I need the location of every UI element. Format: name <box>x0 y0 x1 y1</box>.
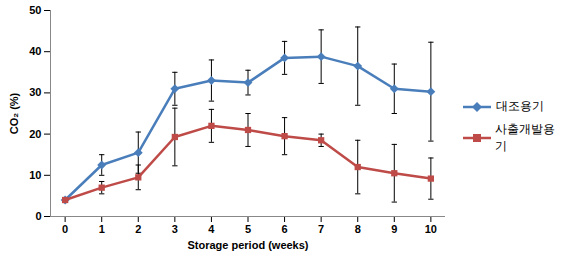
svg-text:1: 1 <box>99 223 105 235</box>
svg-text:50: 50 <box>29 4 41 16</box>
svg-text:2: 2 <box>135 223 141 235</box>
svg-text:4: 4 <box>208 223 215 235</box>
svg-text:6: 6 <box>282 223 288 235</box>
svg-text:40: 40 <box>29 45 41 57</box>
svg-text:7: 7 <box>318 223 324 235</box>
svg-text:0: 0 <box>35 210 41 222</box>
svg-text:10: 10 <box>29 169 41 181</box>
svg-text:0: 0 <box>62 223 68 235</box>
svg-text:8: 8 <box>355 223 361 235</box>
svg-text:9: 9 <box>391 223 397 235</box>
html-text:사출개발용기: 사출개발용기 <box>495 122 556 153</box>
svg-text:20: 20 <box>29 128 41 140</box>
svg-text:10: 10 <box>425 223 437 235</box>
svg-text:5: 5 <box>245 223 251 235</box>
svg-text:30: 30 <box>29 86 41 98</box>
svg-text:3: 3 <box>172 223 178 235</box>
svg-text:Storage period (weeks): Storage period (weeks) <box>187 239 308 251</box>
svg-text:CO₂ (%): CO₂ (%) <box>8 92 20 134</box>
html-text:대조용기: 대조용기 <box>496 99 544 113</box>
